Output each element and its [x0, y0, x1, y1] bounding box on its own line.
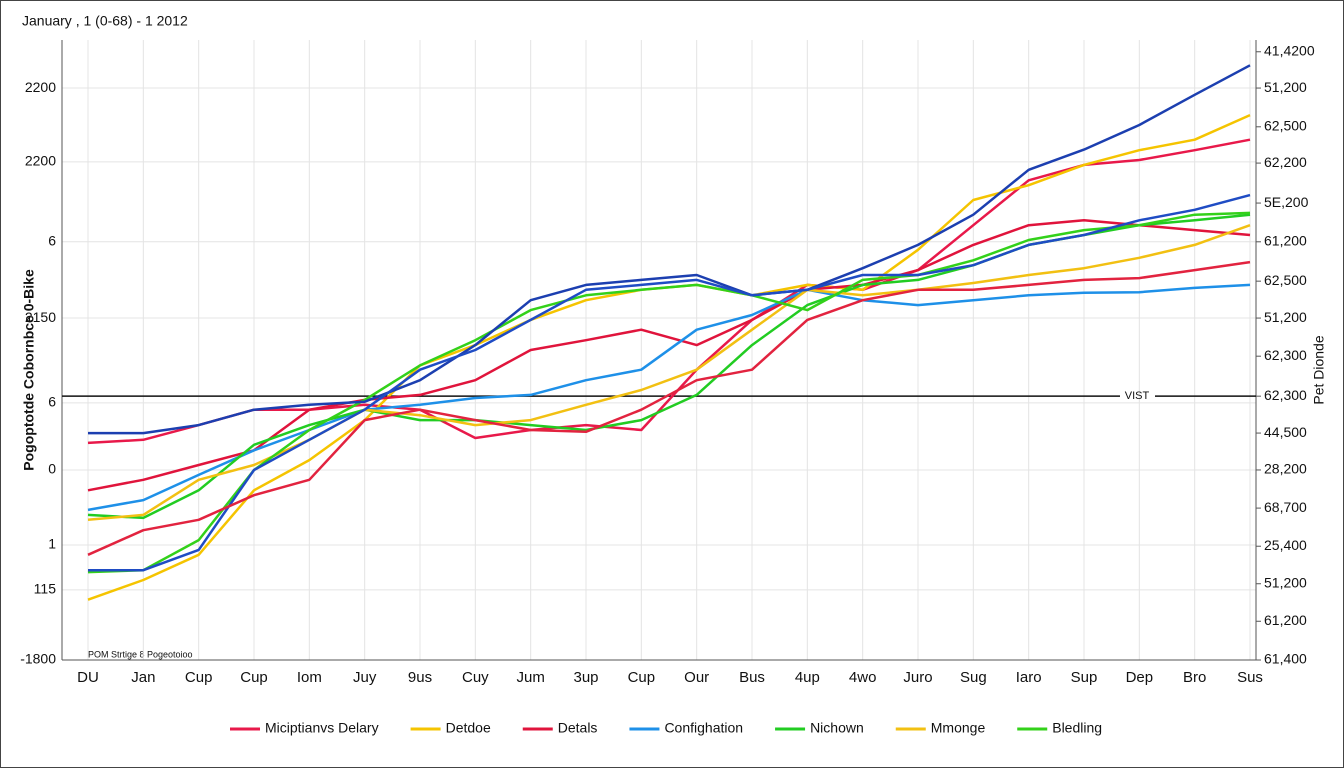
y2-tick-label: 28,200: [1264, 461, 1307, 477]
y2-tick-label: 62,500: [1264, 117, 1307, 133]
x-tick-label: Cuy: [462, 669, 489, 686]
y2-tick-label: 62,300: [1264, 387, 1307, 403]
y2-tick-label: 61,200: [1264, 233, 1307, 249]
x-tick-label: Cup: [240, 669, 268, 686]
reference-label: VIST: [1125, 390, 1150, 402]
y2-tick-label: 51,200: [1264, 309, 1307, 325]
series-line: [87, 211, 1251, 574]
x-tick-label: Bus: [739, 669, 765, 686]
legend-label: Mmonge: [931, 720, 986, 736]
series-line: [88, 193, 1251, 572]
x-tick-label: Jan: [131, 669, 155, 686]
x-tick-label: DU: [77, 669, 99, 686]
y2-tick-label: 41,4200: [1264, 42, 1315, 58]
y-tick-label: -1800: [20, 651, 56, 667]
x-tick-label: Cup: [185, 669, 213, 686]
series-line: [87, 219, 1251, 492]
y-tick-label: 6: [48, 394, 56, 410]
x-tick-label: Cup: [628, 669, 656, 686]
x-tick-label: Dep: [1126, 669, 1154, 686]
y2-tick-label: 51,200: [1264, 574, 1307, 590]
x-tick-label: Sup: [1071, 669, 1098, 686]
y-tick-label: 2200: [25, 79, 56, 95]
x-tick-label: 4wo: [849, 669, 877, 686]
y-tick-label: 0: [48, 461, 56, 477]
series-line: [87, 138, 1251, 445]
y2-axis-label: Pet Dionde: [1311, 335, 1327, 404]
x-tick-label: Sus: [1237, 669, 1263, 686]
y-tick-label: 2150: [25, 309, 56, 325]
x-tick-label: 9us: [408, 669, 432, 686]
legend-label: Detals: [558, 720, 598, 736]
x-tick-label: Iaro: [1016, 669, 1042, 686]
annotation: POM Strtige 8 Pogeotoioo: [88, 649, 193, 659]
x-tick-label: 4up: [795, 669, 820, 686]
y2-tick-label: 62,200: [1264, 154, 1307, 170]
x-tick-label: 3up: [573, 669, 598, 686]
legend-label: Nichown: [810, 720, 864, 736]
y2-tick-label: 62,300: [1264, 347, 1307, 363]
legend-label: Bledling: [1052, 720, 1102, 736]
series-line: [87, 260, 1251, 556]
y2-tick-label: 68,700: [1264, 499, 1307, 515]
legend-label: Miciptianvs Delary: [265, 720, 379, 736]
x-tick-label: Juro: [903, 669, 932, 686]
x-tick-label: Juy: [353, 669, 377, 686]
legend-label: Confighation: [664, 720, 743, 736]
series-line: [88, 64, 1251, 435]
y-tick-label: 2200: [25, 153, 56, 169]
x-tick-label: Our: [684, 669, 709, 686]
x-tick-label: Bro: [1183, 669, 1206, 686]
y-tick-label: 115: [34, 581, 57, 597]
x-tick-label: Jum: [516, 669, 544, 686]
y-axis-label: Pogoptotde Cobornbce 0-Bike: [21, 269, 37, 471]
y2-tick-label: 61,400: [1264, 651, 1307, 667]
legend-label: Detdoe: [446, 720, 491, 736]
series-line: [87, 224, 1251, 522]
x-tick-label: Sug: [960, 669, 987, 686]
y2-tick-label: 62,500: [1264, 272, 1307, 288]
y2-tick-label: 51,200: [1264, 79, 1307, 95]
y-tick-label: 6: [48, 233, 56, 249]
y2-tick-label: 25,400: [1264, 537, 1307, 553]
y-tick-label: 1: [48, 536, 56, 552]
y2-tick-label: 44,500: [1264, 424, 1307, 440]
y2-tick-label: 61,200: [1264, 612, 1307, 628]
chart-title: January , 1 (0-68) - 1 2012: [22, 13, 188, 29]
x-tick-label: Iom: [297, 669, 322, 686]
y2-tick-label: 5E,200: [1264, 194, 1309, 210]
series-line: [87, 283, 1251, 512]
